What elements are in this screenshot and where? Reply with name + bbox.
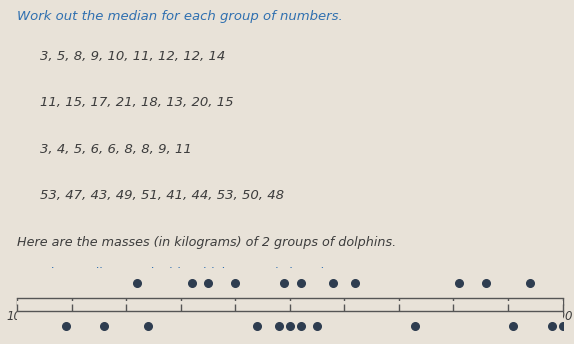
Text: 53, 47, 43, 49, 51, 41, 44, 53, 50, 48: 53, 47, 43, 49, 51, 41, 44, 53, 50, 48 xyxy=(40,189,284,202)
Text: 11, 15, 17, 21, 18, 13, 20, 15: 11, 15, 17, 21, 18, 13, 20, 15 xyxy=(40,96,234,109)
Text: 3, 4, 5, 6, 6, 8, 8, 9, 11: 3, 4, 5, 6, 6, 8, 8, 9, 11 xyxy=(40,143,192,156)
Text: Here are the masses (in kilograms) of 2 groups of dolphins.: Here are the masses (in kilograms) of 2 … xyxy=(17,236,396,249)
Text: Work out the median for each group of numbers.: Work out the median for each group of nu… xyxy=(17,10,343,23)
Text: 3, 5, 8, 9, 10, 11, 12, 12, 14: 3, 5, 8, 9, 10, 11, 12, 12, 14 xyxy=(40,50,226,63)
Text: Use the medians to decide which group is heavier on average.: Use the medians to decide which group is… xyxy=(17,267,417,280)
